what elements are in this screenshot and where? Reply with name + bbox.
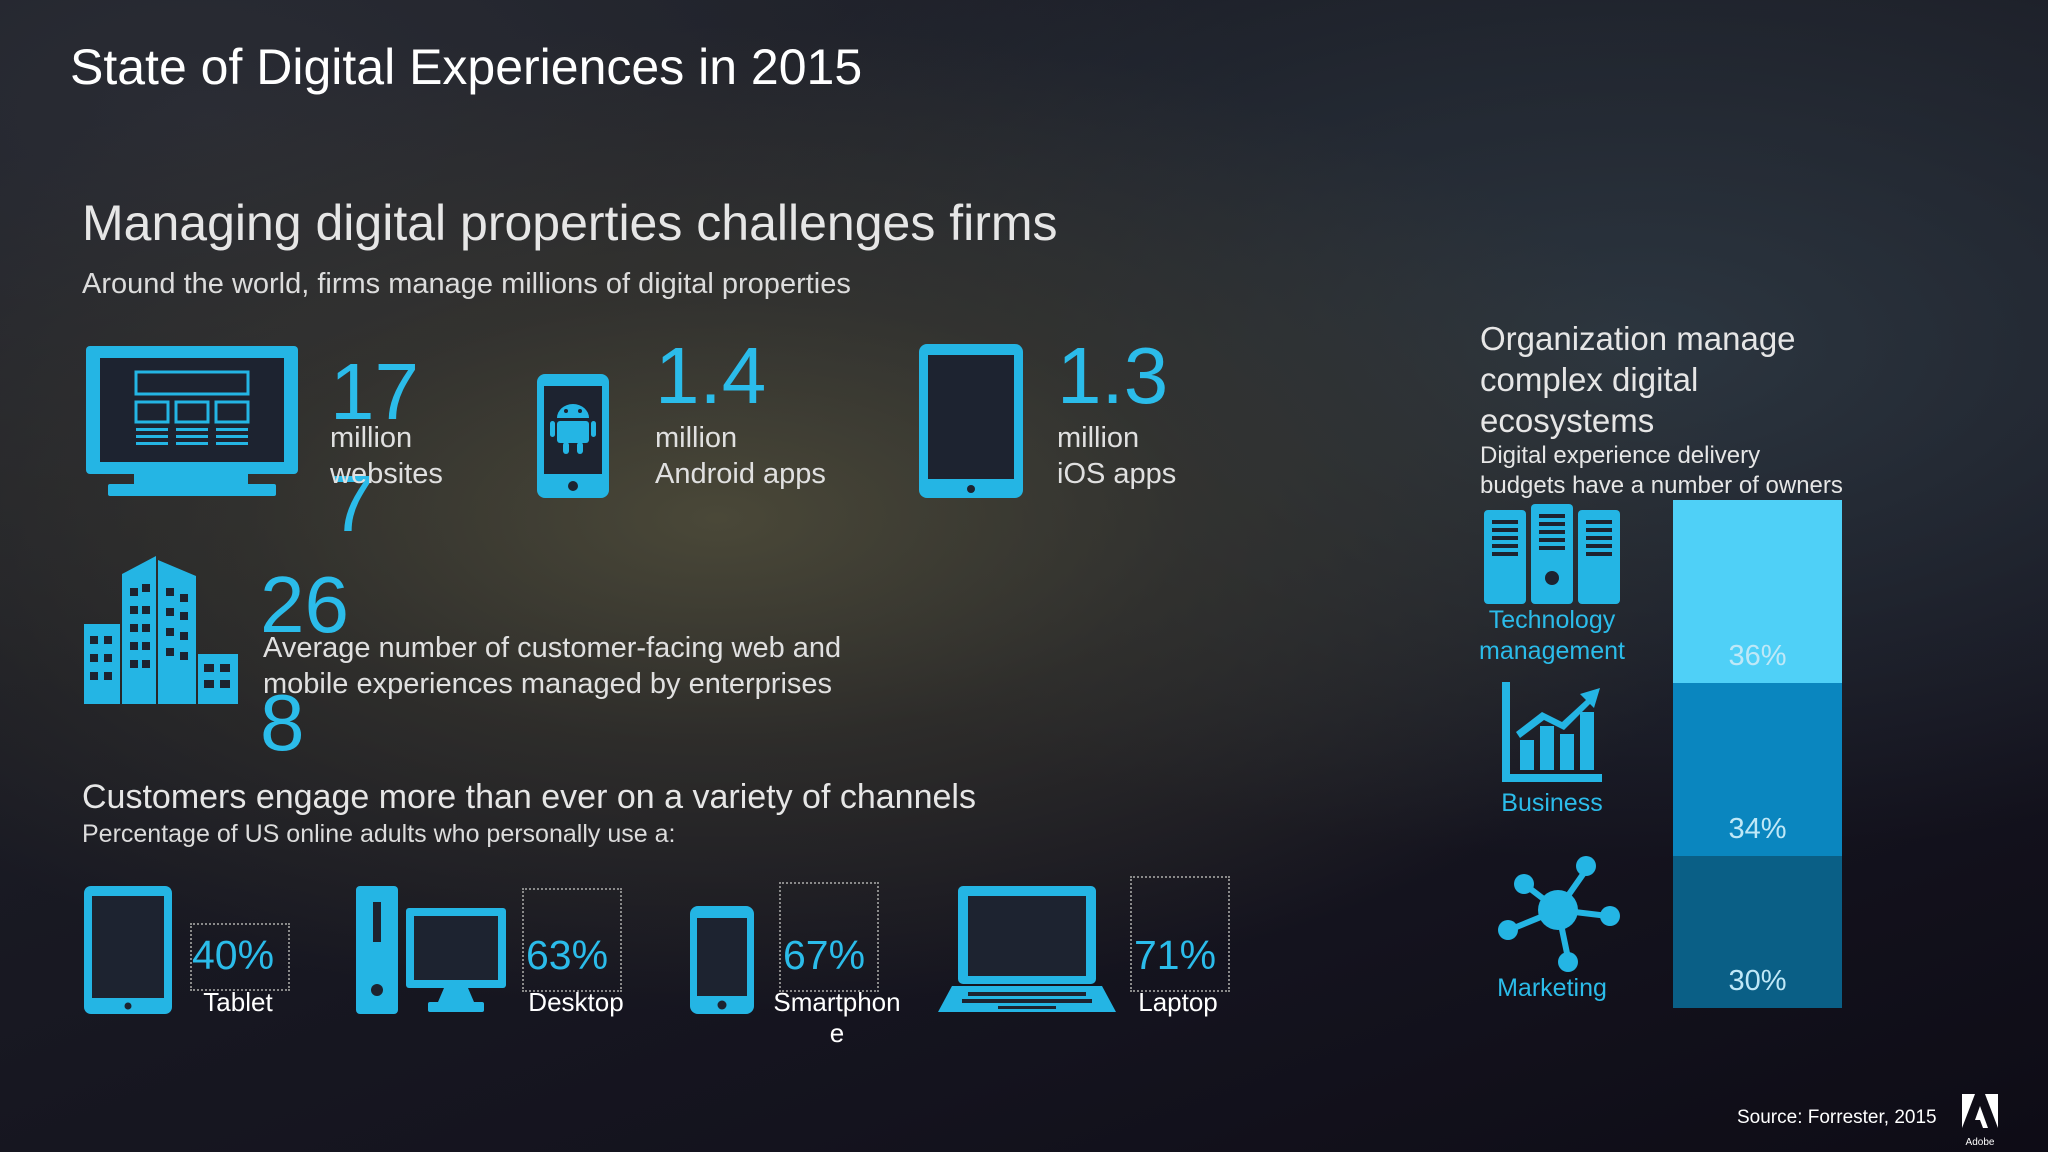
section-heading-channels: Customers engage more than ever on a var… [82,778,976,816]
stat-websites-number: 17 7 [330,336,430,560]
source-note: Source: Forrester, 2015 [1737,1107,1937,1128]
stat-websites-number-text: 17 7 [330,347,419,548]
bar-segment-technology: 36% [1673,500,1842,683]
section-subheading-properties: Around the world, firms manage millions … [82,268,851,300]
stat-websites-label: million websites [330,422,443,490]
bar-segment-marketing: 30% [1673,856,1842,1008]
owner-marketing-label: Marketing [1497,974,1607,1002]
channel-smartphone-percent: 67% [783,932,866,978]
stat-android-label: million Android apps [655,422,826,490]
desktop-computer-icon [356,886,506,1014]
bar-business-percent: 34% [1728,813,1787,845]
owner-technology-label: Technology management [1479,606,1625,665]
channel-laptop-box [1130,876,1230,992]
channel-laptop-label: Laptop [1138,987,1218,1017]
owner-business-label: Business [1501,789,1603,817]
adobe-logo: Adobe [1962,1094,1998,1148]
budget-owner-bar: 36% 34% 30% [1673,500,1842,1008]
office-buildings-icon [84,556,238,704]
adobe-logo-icon [1962,1094,1998,1128]
stat-ios-number: 1.3 [1057,331,1169,420]
bar-segment-business: 34% [1673,683,1842,856]
stat-ios-label: million iOS apps [1057,422,1177,490]
stat-android-number: 1.4 [655,331,767,420]
channel-tablet-percent: 40% [192,932,275,978]
section-heading-properties: Managing digital properties challenges f… [82,195,1058,251]
android-phone-icon [537,374,609,498]
stat-enterprises-number: 26 8 [260,560,349,767]
channel-tablet-box [190,923,290,991]
smartphone-icon [690,906,754,1014]
channel-laptop-percent: 71% [1134,932,1217,978]
bar-marketing-percent: 30% [1728,965,1787,997]
org-heading: Organization manage complex digital ecos… [1480,320,1796,439]
adobe-logo-text: Adobe [1965,1137,1995,1148]
stat-enterprises-label: Average number of customer-facing web an… [263,632,842,700]
network-hub-icon [1498,856,1620,972]
org-subheading: Digital experience delivery budgets have… [1480,442,1843,499]
channel-tablet-label: Tablet [203,987,273,1017]
server-racks-icon [1484,504,1620,604]
growth-chart-icon [1502,682,1602,782]
tablet-icon [919,344,1023,498]
channel-desktop-box [522,888,622,992]
monitor-website-icon [86,346,298,496]
channel-smartphone-label: Smartphon e [773,987,901,1048]
tablet-icon [84,886,172,1014]
slide-title: State of Digital Experiences in 2015 [70,39,863,95]
channel-smartphone-box [779,882,879,992]
bar-technology-percent: 36% [1728,640,1787,672]
channel-desktop-percent: 63% [526,932,609,978]
section-subheading-channels: Percentage of US online adults who perso… [82,820,676,848]
laptop-icon [938,886,1116,1012]
channel-desktop-label: Desktop [528,987,624,1017]
